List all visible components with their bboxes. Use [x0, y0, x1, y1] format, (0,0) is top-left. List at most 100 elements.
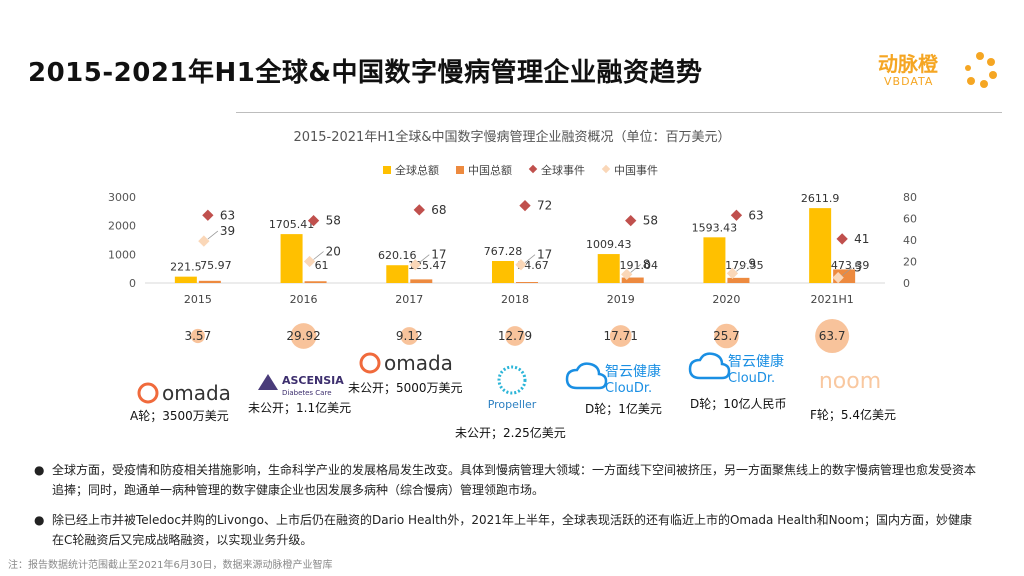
- china-event-leader: [736, 263, 747, 272]
- china-event-leader: [207, 230, 219, 240]
- china-amount-bar: [516, 282, 538, 283]
- china-amount-bar: [727, 277, 750, 283]
- brand-logo: 动脉橙 VBDATA: [878, 48, 998, 98]
- china-event-marker: [621, 268, 633, 281]
- company-logo-text: omada: [162, 381, 231, 405]
- global-event-label: 68: [431, 203, 446, 217]
- bubble: [609, 325, 632, 347]
- global-amount-label: 221.5: [170, 261, 202, 274]
- global-amount-bar: [280, 234, 303, 283]
- bullet-dot-icon: ●: [34, 513, 45, 527]
- china-amount-bar: [410, 279, 433, 283]
- global-amount-label: 1705.41: [269, 218, 315, 231]
- global-amount-label: 1593.43: [692, 221, 738, 234]
- china-amount-label: 179.55: [725, 259, 764, 272]
- global-amount-bar: [174, 276, 197, 283]
- legend-label: 中国事件: [614, 164, 658, 177]
- global-event-label: 58: [643, 214, 658, 228]
- legend-label: 全球事件: [541, 163, 585, 177]
- ascensia-logo-icon: [258, 374, 278, 390]
- china-amount-bar: [621, 277, 644, 283]
- chart-title: 2015-2021年H1全球&中国数字慢病管理企业融资概况（单位：百万美元）: [293, 129, 730, 145]
- company-logo-sub: ClouDr.: [728, 371, 775, 386]
- category-label: 2018: [501, 293, 529, 306]
- global-event-marker: [307, 214, 320, 227]
- china-event-marker: [198, 235, 210, 247]
- global-amount-bar: [386, 265, 409, 283]
- right-axis-tick: 40: [903, 234, 917, 247]
- deal-label: D轮；10亿人民币: [690, 396, 787, 411]
- global-event-marker: [519, 199, 531, 212]
- global-event-marker: [625, 214, 637, 227]
- global-amount-bar: [703, 237, 726, 283]
- china-event-label: 9: [748, 256, 756, 270]
- category-label: 2016: [290, 293, 318, 306]
- china-event-marker: [409, 259, 421, 271]
- global-amount-label: 2611.9: [801, 192, 840, 205]
- china-amount-label: 473.39: [831, 259, 870, 272]
- bubble: [505, 326, 525, 346]
- company-logo-text: 智云健康: [605, 363, 661, 380]
- global-event-label: 63: [748, 208, 763, 222]
- category-label: 2021H1: [811, 293, 854, 306]
- footnote: 注：报告数据统计范围截止至2021年6月30日，数据来源动脉橙产业智库: [8, 560, 333, 571]
- global-amount-label: 1009.43: [586, 238, 632, 251]
- global-event-label: 41: [854, 232, 869, 246]
- bubble: [400, 327, 419, 345]
- china-event-marker: [832, 271, 844, 284]
- china-event-leader: [313, 251, 324, 260]
- china-event-marker: [515, 259, 527, 271]
- bubble-label: 17.71: [604, 329, 638, 343]
- cloudr-logo-icon: [688, 352, 731, 380]
- page-title: 2015-2021年H1全球&中国数字慢病管理企业融资趋势: [28, 58, 703, 88]
- note-text-2: 除已经上市并被Teledoc并购的Livongo、上市后仍在融资的Dario H…: [52, 513, 972, 547]
- global-event-label: 58: [326, 214, 341, 228]
- china-event-leader: [524, 254, 536, 264]
- bubble-label: 9.12: [396, 329, 423, 343]
- left-axis-tick: 3000: [108, 191, 136, 204]
- category-label: 2020: [712, 293, 740, 306]
- company-logo-sub: ClouDr.: [605, 381, 652, 396]
- bubble: [190, 328, 205, 344]
- notes-section: ● 全球方面，受疫情和防疫相关措施影响，生命科学产业的发展格局发生改变。具体到慢…: [30, 460, 980, 560]
- legend-swatch: [528, 164, 538, 174]
- bullet-dot-icon: ●: [34, 463, 45, 477]
- global-amount-label: 767.28: [484, 245, 523, 258]
- bubble-label: 3.57: [184, 329, 211, 343]
- category-label: 2017: [395, 293, 423, 306]
- china-amount-bar: [304, 281, 327, 283]
- china-event-marker: [726, 267, 739, 279]
- deal-label: 未公开；2.25亿美元: [455, 425, 566, 440]
- china-event-label: 17: [431, 248, 446, 262]
- omada-logo-icon: [359, 352, 381, 374]
- global-event-label: 72: [537, 199, 552, 213]
- right-axis-tick: 20: [903, 256, 917, 269]
- global-amount-label: 620.16: [378, 249, 417, 262]
- china-event-label: 17: [537, 248, 552, 262]
- legend-swatch: [383, 166, 391, 174]
- global-event-marker: [413, 204, 425, 216]
- bubble-label: 63.7: [819, 329, 846, 343]
- omada-logo-icon: [137, 382, 159, 404]
- title-divider: [236, 112, 1002, 113]
- brand-logo-cn: 动脉橙: [878, 52, 938, 76]
- legend-label: 全球总额: [395, 163, 439, 177]
- global-event-marker: [202, 209, 214, 221]
- brand-burst-icon: [965, 52, 997, 88]
- global-amount-bar: [492, 261, 514, 283]
- left-axis-tick: 0: [129, 277, 136, 290]
- china-event-label: 39: [220, 224, 235, 238]
- right-axis-tick: 0: [903, 277, 910, 290]
- bubble-label: 29.92: [286, 329, 320, 343]
- deal-label: D轮；1亿美元: [585, 401, 662, 416]
- legend-label: 中国总额: [468, 163, 512, 177]
- right-axis-tick: 60: [903, 213, 917, 226]
- deal-label: F轮；5.4亿美元: [810, 407, 896, 422]
- cloudr-logo-icon: [565, 362, 608, 390]
- china-event-label: 5: [854, 261, 862, 275]
- deal-label: 未公开；1.1亿美元: [248, 400, 351, 415]
- category-label: 2019: [607, 293, 635, 306]
- company-logo-text: Propeller: [488, 398, 537, 411]
